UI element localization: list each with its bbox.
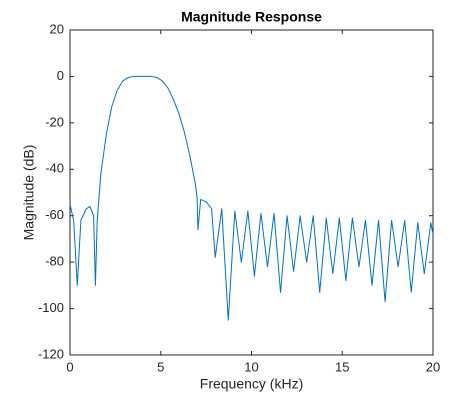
- y-tick-label: -80: [45, 254, 64, 269]
- plot-area: [69, 29, 434, 356]
- x-tick-label: 0: [66, 359, 73, 374]
- y-tick-label: -40: [45, 161, 64, 176]
- y-tick-label: 0: [57, 68, 64, 83]
- x-tick-label: 5: [157, 359, 164, 374]
- x-tick-label: 20: [426, 359, 440, 374]
- y-tick-label: -60: [45, 207, 64, 222]
- y-axis-label: Magnitude (dB): [21, 145, 37, 241]
- x-axis-label: Frequency (kHz): [200, 376, 303, 392]
- y-tick-label: -20: [45, 114, 64, 129]
- x-tick-label: 15: [335, 359, 349, 374]
- chart-title: Magnitude Response: [181, 9, 322, 25]
- y-tick-label: -120: [38, 346, 64, 361]
- y-tick-label: -100: [38, 300, 64, 315]
- x-tick-label: 10: [244, 359, 258, 374]
- y-tick-label: 20: [50, 21, 64, 36]
- line-series: [69, 75, 434, 321]
